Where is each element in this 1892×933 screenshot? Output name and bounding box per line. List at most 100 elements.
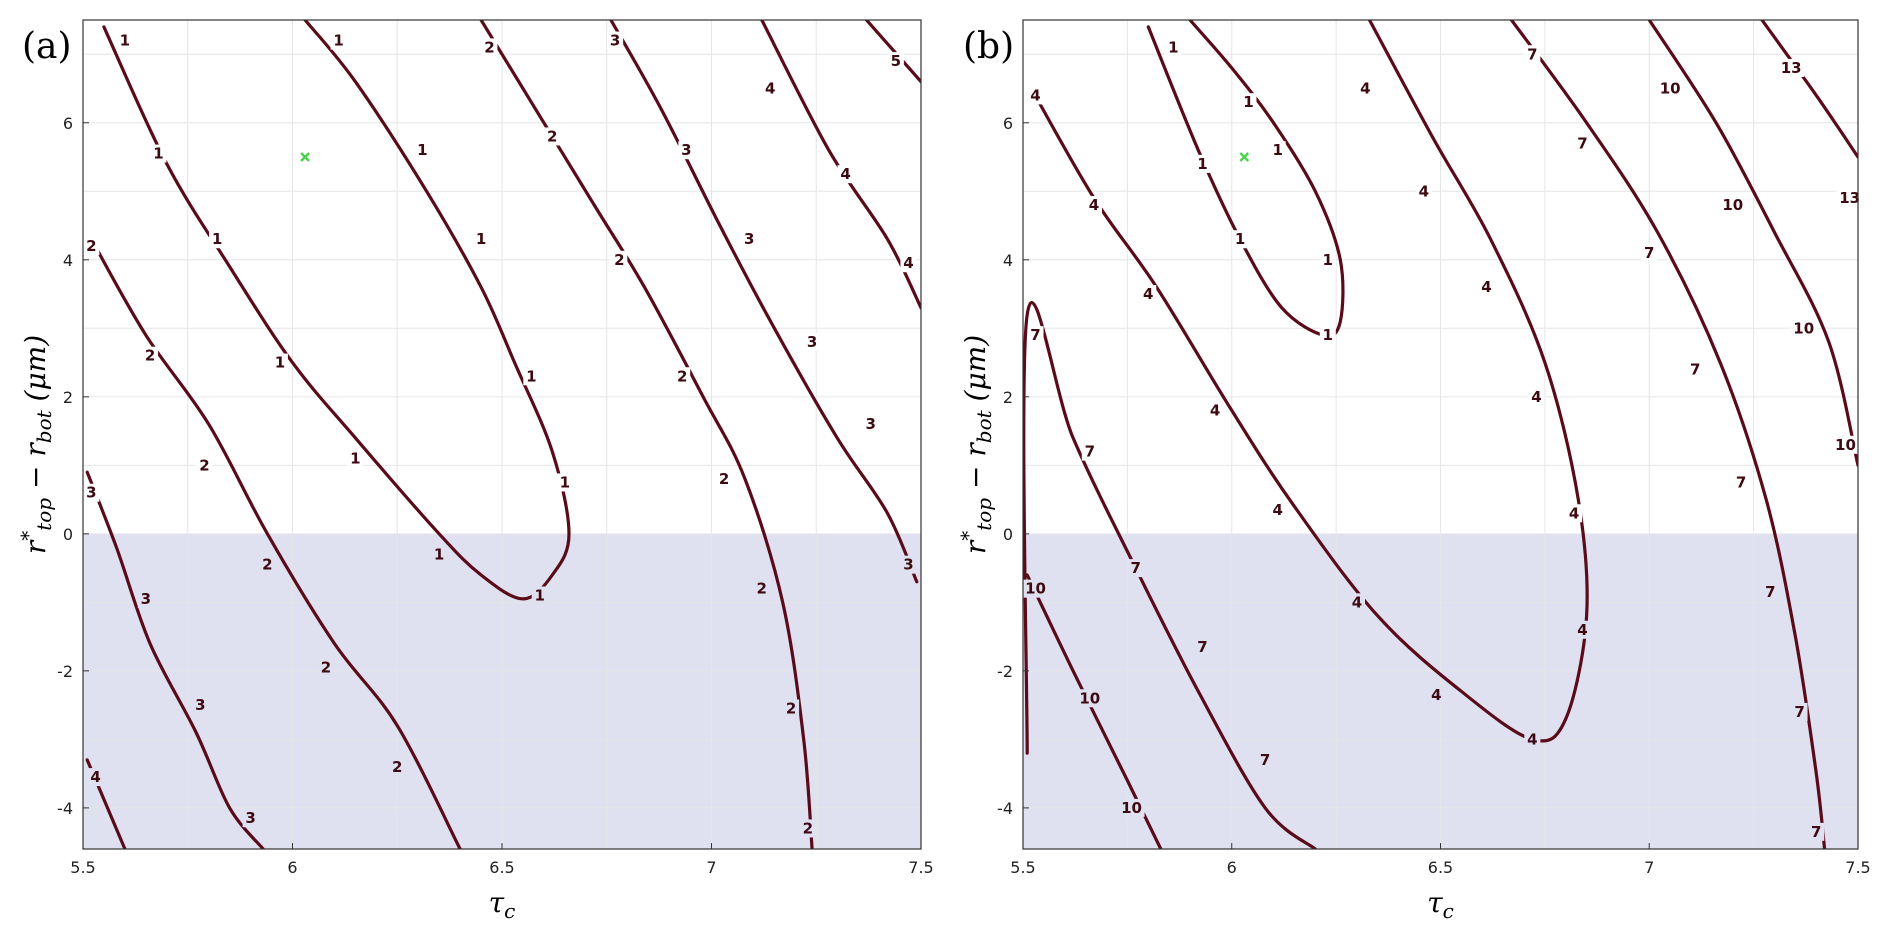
- y-tick-label: 0: [1003, 525, 1013, 544]
- contour-label-bg: [1240, 93, 1257, 112]
- contour-label-10: 10: [1121, 799, 1142, 817]
- contour-label-2: 2: [719, 470, 729, 488]
- contour-label-7: 7: [1736, 473, 1746, 491]
- contour-label-10: 10: [1793, 319, 1814, 337]
- contour-label-2: 2: [145, 347, 155, 365]
- contour-label-1: 1: [560, 473, 570, 491]
- contour-label-bg: [1118, 798, 1145, 817]
- grid-lines: [82, 20, 922, 849]
- contour-label-3: 3: [866, 415, 876, 433]
- y-tick-label: 6: [63, 114, 73, 133]
- y-tick-label: 0: [63, 525, 73, 544]
- contour-label-4: 4: [1431, 686, 1441, 704]
- contour-label-bg: [1762, 583, 1779, 602]
- contour-label-bg: [837, 165, 854, 184]
- contour-label-10: 10: [1722, 196, 1743, 214]
- contour-label-bg: [804, 333, 821, 352]
- y-tick-label: 4: [63, 251, 73, 270]
- contour-label-bg: [1076, 689, 1103, 708]
- contour-line-level-7: [1023, 301, 1317, 849]
- contour-label-3: 3: [195, 696, 205, 714]
- y-tick-label: 6: [1003, 114, 1013, 133]
- x-tick-label: 6.5: [1428, 858, 1453, 877]
- contour-label-3: 3: [744, 230, 754, 248]
- contour-label-bg: [607, 31, 624, 50]
- contour-label-1: 1: [1323, 326, 1333, 344]
- contour-label-bg: [192, 696, 209, 715]
- contour-label-bg: [414, 141, 431, 160]
- contour-label-bg: [1836, 189, 1863, 208]
- x-tick-label: 6: [1227, 858, 1237, 877]
- contour-label-2: 2: [547, 127, 557, 145]
- contour-label-bg: [1257, 750, 1274, 769]
- contour-label-1: 1: [534, 587, 544, 605]
- contour-label-bg: [242, 809, 259, 828]
- y-tick-label: 4: [1003, 251, 1013, 270]
- contour-label-4: 4: [765, 80, 775, 98]
- x-tick-label: 5.5: [70, 858, 95, 877]
- contour-label-bg: [1027, 326, 1044, 345]
- contour-label-7: 7: [1690, 360, 1700, 378]
- contour-label-4: 4: [1089, 196, 1099, 214]
- contour-label-4: 4: [1272, 501, 1282, 519]
- contour-label-bg: [1194, 637, 1211, 656]
- contour-label-4: 4: [1030, 86, 1040, 104]
- contour-label-3: 3: [141, 590, 151, 608]
- contour-label-bg: [1127, 559, 1144, 578]
- contour-label-bg: [1349, 593, 1365, 612]
- contour-label-bg: [431, 545, 448, 564]
- contour-label-2: 2: [484, 38, 494, 56]
- contour-label-3: 3: [807, 333, 817, 351]
- contour-label-bg: [1140, 285, 1157, 304]
- contour-label-bg: [389, 757, 406, 776]
- contour-label-bg: [318, 658, 335, 677]
- contour-line-level-4: [85, 758, 127, 849]
- contour-label-4: 4: [1143, 285, 1153, 303]
- contour-label-bg: [1641, 243, 1658, 262]
- contour-label-bg: [1791, 702, 1808, 721]
- contour-label-bg: [531, 586, 548, 605]
- chart-panel-a: 1 1 1 1 1 1 1 1 1 1 1 1 2 2 2 2 2 2 2 2 2 2 2 2 2 2 3 3 3 3 3 3 3 3 3 3 4 4 4 4…: [16, 19, 934, 923]
- chart-panel-b: 1 1 1 1 1 1 1 4 4 4 4 4 4 4 4 4 4 4 4 4 4 7 7 7 7 7 7 7 7 7 7 7 7 7 10 10 10…: [956, 19, 1871, 923]
- contour-label-bg: [259, 555, 276, 574]
- y-tick-label: -2: [57, 662, 73, 681]
- contour-label-1: 1: [1197, 155, 1207, 173]
- contour-label-7: 7: [1197, 638, 1207, 656]
- contour-label-4: 4: [1527, 730, 1537, 748]
- contour-label-bg: [83, 483, 100, 502]
- contour-label-1: 1: [153, 145, 163, 163]
- contour-label-7: 7: [1765, 583, 1775, 601]
- contour-labels: 1 1 1 1 1 1 1 1 1 1 1 1 2 2 2 2 2 2 2 2 2 2 2 2 2 2 3 3 3 3 3 3 3 3 3 3 4 4 4 4…: [83, 31, 917, 838]
- contour-label-7: 7: [1085, 443, 1095, 461]
- contour-label-10: 10: [1079, 689, 1100, 707]
- contour-label-bg: [1428, 685, 1445, 704]
- contour-label-bg: [862, 415, 879, 434]
- contour-label-2: 2: [392, 758, 402, 776]
- contour-label-bg: [799, 819, 816, 838]
- contour-label-7: 7: [1577, 134, 1587, 152]
- contour-label-bg: [1165, 38, 1182, 57]
- contour-label-bg: [783, 699, 800, 718]
- contour-label-bg: [116, 31, 133, 50]
- contour-label-bg: [753, 579, 770, 598]
- contour-label-bg: [1832, 435, 1859, 454]
- contour-label-1: 1: [417, 141, 427, 159]
- contour-label-4: 4: [1569, 504, 1579, 522]
- contour-label-bg: [716, 470, 733, 489]
- contour-label-bg: [209, 230, 226, 249]
- contour-label-bg: [1719, 195, 1746, 214]
- contour-label-bg: [1524, 45, 1541, 64]
- contour-label-bg: [330, 31, 347, 50]
- contour-label-bg: [544, 127, 561, 146]
- contour-label-1: 1: [1168, 38, 1178, 56]
- contour-label-3: 3: [245, 809, 255, 827]
- contour-label-bg: [1733, 473, 1750, 492]
- y-tick-label: -4: [997, 799, 1013, 818]
- contour-label-bg: [611, 250, 628, 269]
- y-axis-label: r*top − rbot (μm): [956, 335, 996, 554]
- x-tick-label: 7.5: [908, 858, 933, 877]
- contour-label-3: 3: [681, 141, 691, 159]
- contour-label-1: 1: [212, 230, 222, 248]
- contour-label-bg: [900, 254, 917, 273]
- contour-label-bg: [1319, 250, 1336, 269]
